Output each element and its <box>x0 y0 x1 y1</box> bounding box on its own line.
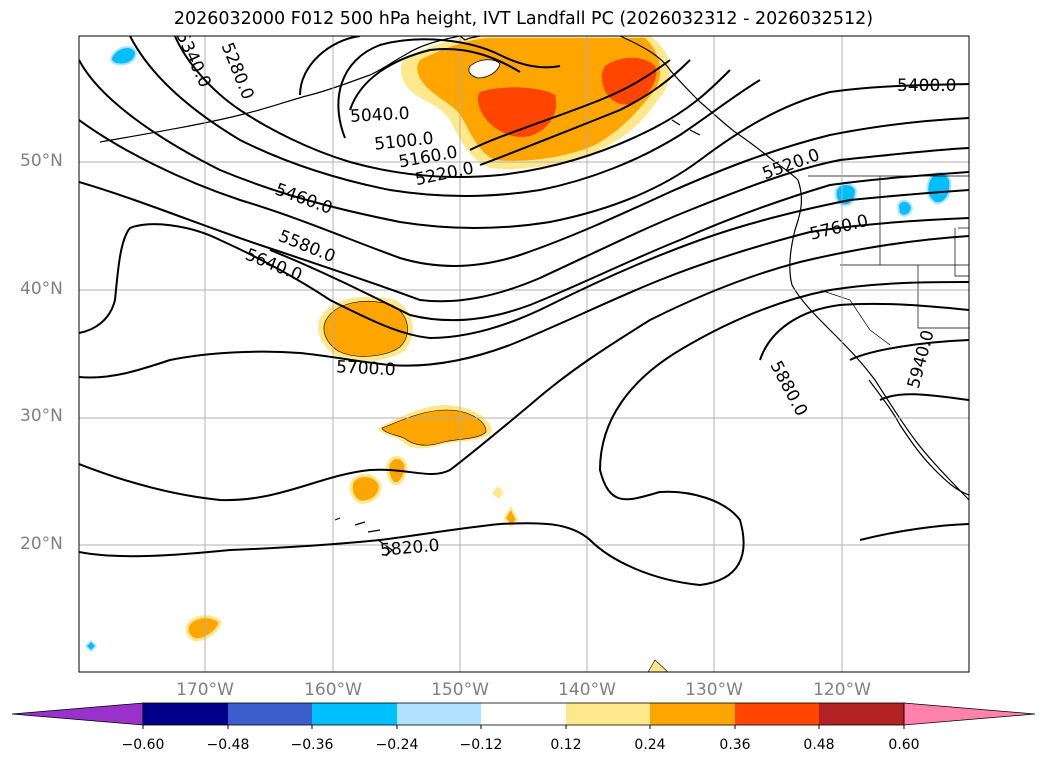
contour-5160 <box>299 36 671 151</box>
borders <box>808 175 969 346</box>
contour-label-5040: 5040.0 <box>350 104 410 127</box>
contour-label-5280: 5280.0 <box>217 40 258 103</box>
contour-5340 <box>129 36 761 197</box>
contour-5220 <box>479 59 691 166</box>
height-contours <box>79 36 969 587</box>
contour-label-5880: 5880.0 <box>766 358 812 420</box>
colorbar-segment-7 <box>650 703 735 725</box>
contour-5880 <box>759 302 969 361</box>
ivt-neg-1 <box>110 46 138 66</box>
contour-5280 <box>174 36 731 179</box>
lon-label-160w: 160°W <box>304 680 362 700</box>
colorbar <box>11 702 1036 729</box>
lon-label-140w: 140°W <box>558 680 616 700</box>
contour-label-5520: 5520.0 <box>760 145 823 184</box>
colorbar-tick-6: 0.12 <box>550 737 582 753</box>
colorbar-segment-6 <box>566 703 650 725</box>
contour-5400 <box>79 59 969 229</box>
contour-5460 <box>79 117 969 267</box>
colorbar-tick-10: 0.60 <box>888 737 920 753</box>
contour-5520 <box>79 147 969 303</box>
contour-5760 <box>79 235 969 502</box>
lon-label-120w: 120°W <box>813 680 871 700</box>
ivt-central-pacific-orange <box>323 301 408 357</box>
contour-5040 <box>349 48 521 111</box>
ivt-neg-3 <box>926 171 952 205</box>
map-plot-area: 5040.0 5100.0 5160.0 5220.0 5280.0 5340.… <box>79 28 969 672</box>
colorbar-tick-7: 0.24 <box>634 737 666 753</box>
colorbar-segment-5 <box>481 703 566 725</box>
map-frame <box>78 35 970 673</box>
ivt-negative-anomalies <box>84 46 952 653</box>
contour-5820 <box>79 281 969 587</box>
lat-label-50n: 50°N <box>20 151 63 171</box>
colorbar-segment-3 <box>312 703 397 725</box>
colorbar-segment-8 <box>735 703 819 725</box>
gridlines <box>79 36 969 672</box>
colorbar-extend-low <box>11 702 144 726</box>
ivt-small-2 <box>349 474 382 504</box>
contour-label-5340: 5340.0 <box>172 28 215 90</box>
contour-5580 <box>269 171 969 322</box>
lat-label-20n: 20°N <box>20 534 63 554</box>
ivt-alaska-gulf-white <box>468 59 501 79</box>
contour-5640 <box>79 189 969 340</box>
colorbar-segment-9 <box>819 703 904 725</box>
contour-5940 <box>879 393 969 401</box>
colorbar-tick-1: −0.60 <box>121 737 165 753</box>
contour-label-5940: 5940.0 <box>904 328 939 391</box>
colorbar-tick-9: 0.48 <box>803 737 835 753</box>
lat-label-30n: 30°N <box>20 406 63 426</box>
colorbar-tick-4: −0.24 <box>375 737 419 753</box>
contour-label-5700: 5700.0 <box>336 357 396 380</box>
ivt-neg-5 <box>84 639 98 653</box>
lon-label-170w: 170°W <box>176 680 234 700</box>
ivt-positive-anomalies <box>185 36 670 672</box>
contour-5960 <box>859 523 969 541</box>
colorbar-segment-2 <box>228 703 312 725</box>
colorbar-tick-3: −0.36 <box>290 737 334 753</box>
colorbar-extend-high <box>903 702 1036 726</box>
contour-label-5760: 5760.0 <box>808 211 871 245</box>
ivt-neg-4 <box>896 199 914 217</box>
map-title: 2026032000 F012 500 hPa height, IVT Land… <box>173 9 874 29</box>
colorbar-tick-8: 0.36 <box>719 737 751 753</box>
ivt-small-5 <box>492 486 504 499</box>
colorbar-segment-4 <box>397 703 481 725</box>
colorbar-tick-2: −0.48 <box>206 737 250 753</box>
contour-label-5820: 5820.0 <box>379 536 440 561</box>
lon-label-150w: 150°W <box>431 680 489 700</box>
contour-5700 <box>79 217 969 379</box>
lat-label-40n: 40°N <box>20 279 63 299</box>
ivt-small-3 <box>185 615 222 642</box>
colorbar-tick-5: −0.12 <box>459 737 503 753</box>
contour-label-5400: 5400.0 <box>897 76 956 96</box>
lon-label-130w: 130°W <box>685 680 743 700</box>
colorbar-segment-1 <box>143 703 228 725</box>
coastlines <box>99 36 969 557</box>
ivt-small-6 <box>647 659 669 672</box>
contour-5100 <box>337 38 561 139</box>
